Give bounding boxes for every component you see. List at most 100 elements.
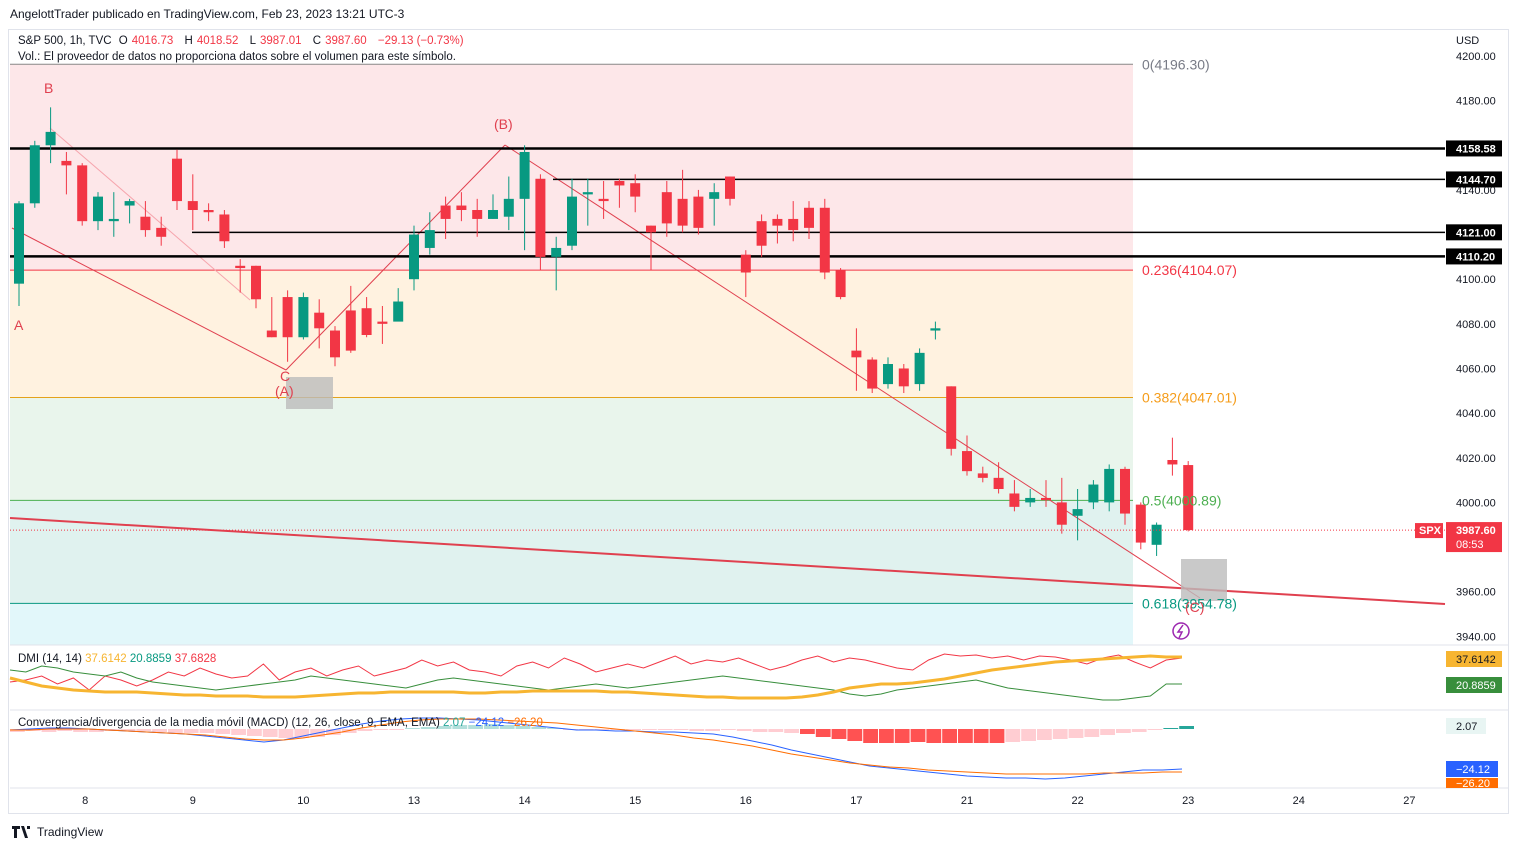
- candle-body[interactable]: [45, 131, 56, 146]
- candle-body[interactable]: [946, 386, 957, 449]
- candle-body[interactable]: [1041, 497, 1051, 501]
- candle-body[interactable]: [962, 451, 972, 472]
- candle-body[interactable]: [993, 477, 1004, 490]
- macd-legend[interactable]: Convergencia/divergencia de la media móv…: [18, 717, 543, 729]
- candle-body[interactable]: [535, 178, 546, 257]
- candle-body[interactable]: [503, 198, 514, 217]
- candle-body[interactable]: [756, 221, 767, 246]
- high-value: 4018.52: [196, 35, 239, 47]
- candle-body[interactable]: [740, 254, 751, 273]
- candle-body[interactable]: [251, 265, 261, 300]
- candle-body[interactable]: [393, 301, 404, 322]
- candle-body[interactable]: [1120, 468, 1130, 514]
- wave-label-paren-c: (C): [1185, 599, 1204, 615]
- price-axis-tick: 4000.00: [1456, 497, 1496, 509]
- candle-body[interactable]: [1072, 509, 1083, 516]
- candle-body[interactable]: [1151, 524, 1162, 545]
- candle-body[interactable]: [93, 196, 103, 222]
- candle-body[interactable]: [1009, 493, 1020, 507]
- event-icon[interactable]: [1172, 622, 1190, 640]
- candle-body[interactable]: [108, 218, 119, 222]
- candle-body[interactable]: [187, 201, 198, 211]
- target-box[interactable]: [286, 377, 333, 409]
- candle-body[interactable]: [61, 160, 72, 166]
- candle-body[interactable]: [456, 205, 467, 211]
- candle-body[interactable]: [440, 205, 451, 219]
- macd-histogram-bar: [958, 729, 973, 743]
- candle-body[interactable]: [883, 364, 893, 385]
- high-label: H: [184, 35, 193, 47]
- candle-body[interactable]: [472, 210, 483, 219]
- candle-body[interactable]: [614, 180, 625, 186]
- macd-histogram-bar: [1163, 728, 1179, 729]
- candle-body[interactable]: [819, 207, 830, 273]
- candle-body[interactable]: [598, 198, 609, 202]
- candle-body[interactable]: [172, 158, 182, 202]
- candle-body[interactable]: [693, 196, 704, 228]
- symbol-name[interactable]: S&P 500, 1h, TVC: [18, 35, 112, 47]
- candle-body[interactable]: [1183, 465, 1194, 531]
- candle-body[interactable]: [314, 312, 325, 329]
- candle-body[interactable]: [1167, 459, 1178, 465]
- candle-body[interactable]: [219, 214, 230, 242]
- fib-level-label: 0.382(4047.01): [1142, 389, 1237, 405]
- candle-body[interactable]: [409, 234, 419, 280]
- macd-histogram-bar: [657, 729, 673, 730]
- candle-body[interactable]: [1104, 468, 1115, 503]
- candle-body[interactable]: [377, 321, 388, 324]
- candle-body[interactable]: [567, 196, 577, 246]
- candle-body[interactable]: [772, 218, 783, 226]
- candle-body[interactable]: [1056, 502, 1067, 525]
- candle-body[interactable]: [851, 350, 862, 358]
- candle-body[interactable]: [661, 192, 672, 224]
- candle-body[interactable]: [1025, 497, 1036, 503]
- tradingview-footer[interactable]: TradingView: [12, 825, 103, 839]
- candle-body[interactable]: [582, 192, 593, 195]
- candle-body[interactable]: [361, 308, 372, 335]
- candle-body[interactable]: [424, 230, 435, 248]
- dmi-value-2: 20.8859: [129, 653, 172, 665]
- candle-body[interactable]: [124, 201, 135, 206]
- candle-body[interactable]: [330, 330, 340, 358]
- candle-body[interactable]: [630, 183, 641, 197]
- candle-body[interactable]: [77, 165, 88, 222]
- symbol-badge: [1415, 523, 1443, 539]
- candle-body[interactable]: [235, 265, 246, 269]
- target-box[interactable]: [1181, 559, 1227, 601]
- candle-body[interactable]: [646, 225, 656, 233]
- candle-body[interactable]: [977, 473, 988, 478]
- candle-body[interactable]: [140, 216, 151, 231]
- dmi-legend[interactable]: DMI (14, 14) 37.6142 20.8859 37.6828: [18, 653, 216, 665]
- candle-body[interactable]: [898, 368, 909, 387]
- candle-body[interactable]: [29, 145, 40, 204]
- candle-body[interactable]: [519, 151, 530, 199]
- candle-body[interactable]: [203, 210, 214, 213]
- candle-body[interactable]: [488, 210, 498, 219]
- price-axis-tick: 4200.00: [1456, 51, 1496, 63]
- level-price-label: 4158.58: [1456, 143, 1496, 155]
- candle-body[interactable]: [345, 310, 356, 351]
- macd-histogram-bar: [41, 729, 57, 732]
- candle-body[interactable]: [551, 247, 562, 257]
- open-value: 4016.73: [131, 35, 174, 47]
- candle-body[interactable]: [14, 203, 24, 284]
- candle-body[interactable]: [282, 297, 293, 338]
- candle-body[interactable]: [709, 192, 720, 199]
- candle-body[interactable]: [266, 330, 277, 338]
- candle-body[interactable]: [677, 198, 688, 226]
- candle-body[interactable]: [930, 328, 941, 331]
- price-axis-tick: 4100.00: [1456, 274, 1496, 286]
- candle-body[interactable]: [156, 227, 167, 237]
- macd-histogram-bar: [784, 729, 799, 733]
- candle-body[interactable]: [835, 270, 846, 298]
- candle-body[interactable]: [298, 297, 309, 338]
- candle-body[interactable]: [725, 176, 735, 199]
- candle-body[interactable]: [867, 359, 878, 389]
- candle-body[interactable]: [804, 207, 814, 228]
- fib-zone: [10, 397, 1133, 501]
- candle-body[interactable]: [914, 352, 925, 385]
- candle-body[interactable]: [1088, 484, 1099, 503]
- candle-body[interactable]: [788, 218, 799, 231]
- candle-body[interactable]: [1135, 504, 1146, 543]
